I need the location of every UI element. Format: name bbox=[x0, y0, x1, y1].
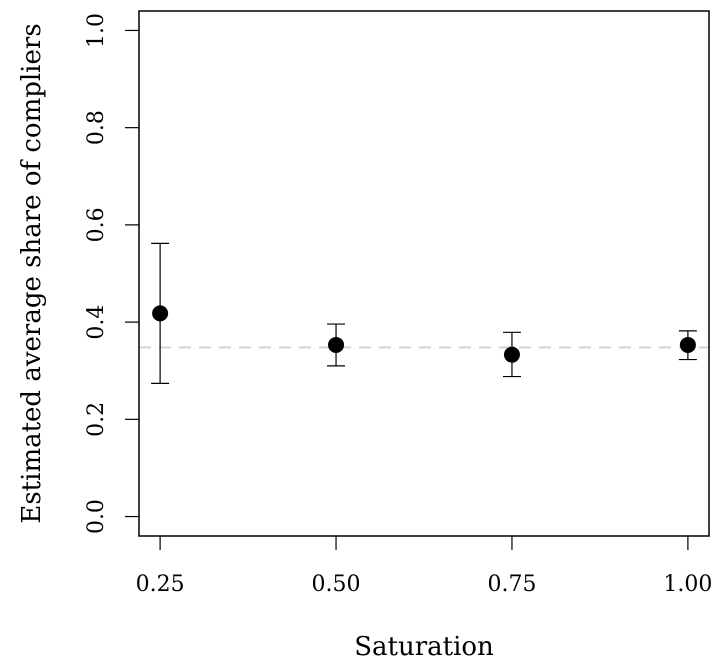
plot-frame bbox=[138, 10, 710, 537]
x-tick-label: 1.00 bbox=[663, 572, 712, 597]
x-axis: 0.25 0.50 0.75 1.00 bbox=[136, 536, 712, 597]
x-tick-label: 0.50 bbox=[312, 572, 361, 597]
data-point bbox=[152, 305, 169, 322]
point-layer bbox=[152, 305, 696, 363]
x-axis-title: Saturation bbox=[354, 632, 494, 661]
y-tick-label: 0.8 bbox=[84, 110, 109, 145]
y-tick-label: 1.0 bbox=[84, 13, 109, 48]
y-tick-label: 0.4 bbox=[84, 305, 109, 340]
data-point bbox=[503, 346, 520, 363]
x-tick-label: 0.25 bbox=[136, 572, 185, 597]
data-point bbox=[679, 336, 696, 353]
y-axis-title: Estimated average share of compliers bbox=[17, 23, 47, 523]
y-tick-label: 0.0 bbox=[84, 499, 109, 534]
y-tick-label: 0.2 bbox=[84, 402, 109, 437]
y-axis: 0.0 0.2 0.4 0.6 0.8 1.0 bbox=[84, 13, 139, 534]
x-tick-label: 0.75 bbox=[487, 572, 536, 597]
data-point bbox=[328, 336, 345, 353]
y-tick-label: 0.6 bbox=[84, 207, 109, 242]
error-bar-layer bbox=[151, 242, 697, 384]
